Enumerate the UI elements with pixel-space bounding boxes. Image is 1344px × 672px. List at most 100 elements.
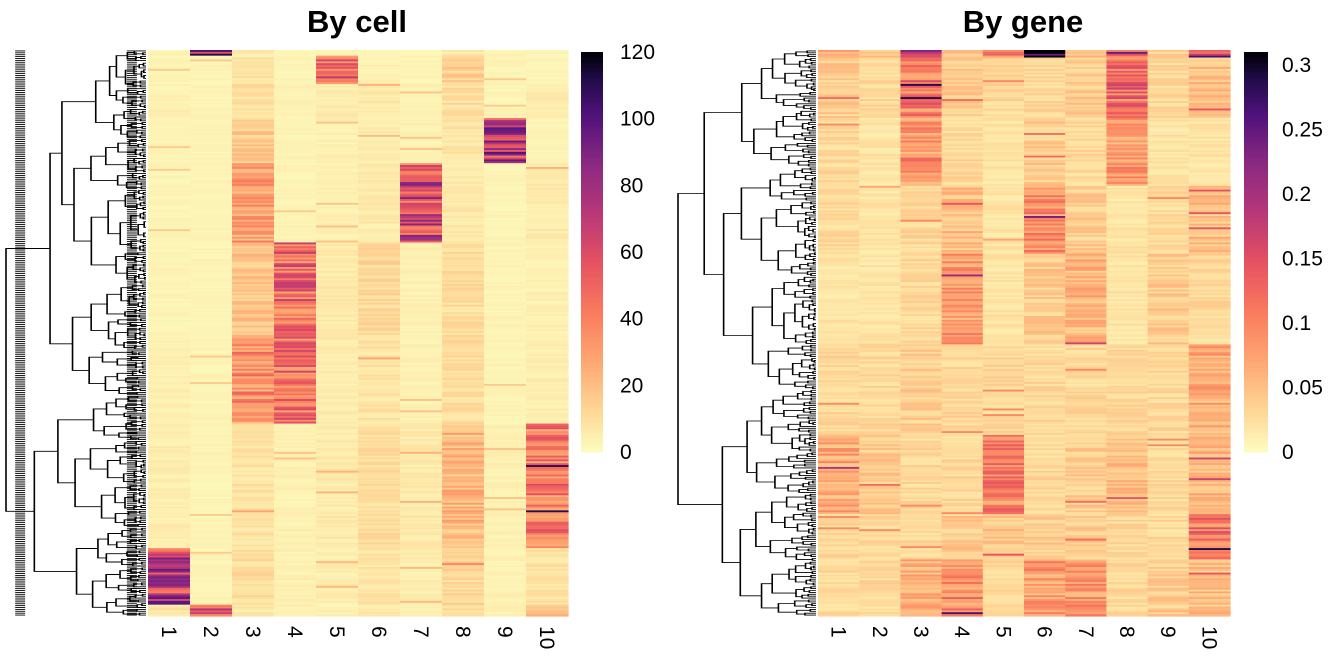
heatmap-cell bbox=[1147, 93, 1190, 96]
heatmap-cell bbox=[484, 117, 527, 121]
heatmap-cell bbox=[526, 127, 569, 130]
heatmap-cell bbox=[232, 423, 275, 427]
heatmap-cell bbox=[358, 338, 401, 342]
heatmap-cell bbox=[232, 593, 275, 596]
heatmap-cell bbox=[358, 557, 401, 560]
heatmap-cell bbox=[190, 166, 233, 170]
heatmap-cell bbox=[316, 68, 359, 72]
heatmap-cell bbox=[232, 500, 275, 504]
heatmap-cell bbox=[358, 155, 401, 159]
heatmap-cell bbox=[442, 234, 485, 238]
heatmap-cell bbox=[190, 333, 233, 336]
heatmap-cell bbox=[941, 257, 984, 261]
heatmap-cell bbox=[274, 612, 317, 615]
heatmap-cell bbox=[484, 572, 527, 576]
heatmap-cell bbox=[982, 149, 1025, 153]
heatmap-cell bbox=[358, 95, 401, 98]
heatmap-cell bbox=[274, 144, 317, 147]
heatmap-cell bbox=[442, 438, 485, 442]
heatmap-cell bbox=[316, 382, 359, 385]
heatmap-cell bbox=[148, 227, 191, 230]
heatmap-cell bbox=[526, 319, 569, 323]
heatmap-cell bbox=[400, 327, 443, 330]
dendrogram-branch bbox=[141, 365, 146, 369]
heatmap-cell bbox=[484, 474, 527, 477]
heatmap-cell bbox=[442, 306, 485, 310]
heatmap-cell bbox=[484, 151, 527, 155]
heatmap-cell bbox=[148, 146, 191, 149]
heatmap-cell bbox=[232, 261, 275, 264]
heatmap-cell bbox=[526, 283, 569, 287]
heatmap-cell bbox=[400, 183, 443, 187]
heatmap-cell bbox=[148, 55, 191, 59]
heatmap-cell bbox=[526, 268, 569, 272]
heatmap-cell bbox=[232, 389, 275, 393]
heatmap-cell bbox=[148, 555, 191, 559]
dendrogram-branch bbox=[136, 356, 146, 359]
heatmap-cell bbox=[400, 185, 443, 189]
dendrogram-branch bbox=[134, 166, 144, 172]
heatmap-cell bbox=[526, 223, 569, 227]
heatmap-cell bbox=[358, 429, 401, 432]
heatmap-cell bbox=[982, 166, 1025, 170]
heatmap-cell bbox=[358, 357, 401, 361]
heatmap-cell bbox=[358, 325, 401, 328]
heatmap-cell bbox=[358, 549, 401, 553]
heatmap-cell bbox=[526, 165, 569, 168]
heatmap-cell bbox=[358, 68, 401, 72]
heatmap-cell bbox=[1024, 174, 1066, 178]
heatmap-cell bbox=[859, 285, 901, 289]
heatmap-cell bbox=[1188, 70, 1231, 74]
heatmap-cell bbox=[316, 82, 359, 85]
heatmap-cell bbox=[818, 185, 860, 189]
colorbar-segment bbox=[581, 437, 603, 443]
heatmap-cell bbox=[316, 380, 359, 383]
heatmap-cell bbox=[1147, 117, 1190, 121]
heatmap-cell bbox=[400, 521, 443, 525]
heatmap-cell bbox=[1147, 134, 1190, 138]
heatmap-cell bbox=[316, 510, 359, 513]
heatmap-cell bbox=[400, 417, 443, 421]
heatmap-cell bbox=[358, 246, 401, 249]
heatmap-cell bbox=[148, 240, 191, 244]
heatmap-cell bbox=[400, 380, 443, 383]
heatmap-cell bbox=[232, 365, 275, 368]
heatmap-cell bbox=[900, 221, 943, 225]
dendrogram-branch bbox=[140, 533, 146, 537]
heatmap-cell bbox=[148, 423, 191, 427]
colorbar-segment bbox=[581, 362, 603, 368]
heatmap-cell bbox=[484, 504, 527, 508]
heatmap-cell bbox=[358, 604, 401, 608]
heatmap-cell bbox=[148, 397, 191, 400]
heatmap-cell bbox=[148, 282, 191, 285]
heatmap-cell bbox=[148, 57, 191, 61]
colorbar-segment bbox=[581, 447, 603, 453]
heatmap-cell bbox=[1106, 82, 1149, 85]
heatmap-cell bbox=[400, 87, 443, 91]
heatmap-cell bbox=[400, 376, 443, 379]
heatmap-cell bbox=[859, 55, 901, 59]
heatmap-cell bbox=[274, 314, 317, 317]
heatmap-cell bbox=[900, 244, 943, 247]
heatmap-cell bbox=[274, 134, 317, 138]
heatmap-cell bbox=[148, 219, 191, 223]
heatmap-cell bbox=[526, 259, 569, 262]
heatmap-cell bbox=[526, 487, 569, 491]
heatmap-cell bbox=[484, 133, 527, 136]
heatmap-cell bbox=[859, 202, 901, 206]
heatmap-cell bbox=[274, 240, 317, 244]
heatmap-cell bbox=[859, 244, 901, 247]
heatmap-cell bbox=[148, 600, 191, 604]
heatmap-cell bbox=[148, 61, 191, 64]
heatmap-cell bbox=[484, 61, 527, 64]
heatmap-cell bbox=[818, 231, 860, 234]
heatmap-cell bbox=[818, 255, 860, 259]
heatmap-cell bbox=[442, 191, 485, 194]
dendrogram-branch bbox=[142, 175, 146, 178]
heatmap-cell bbox=[148, 166, 191, 170]
heatmap-cell bbox=[900, 185, 943, 189]
heatmap-cell bbox=[442, 134, 485, 138]
heatmap-cell bbox=[526, 542, 569, 545]
dendrogram-branch bbox=[140, 582, 146, 586]
heatmap-cell bbox=[526, 402, 569, 406]
